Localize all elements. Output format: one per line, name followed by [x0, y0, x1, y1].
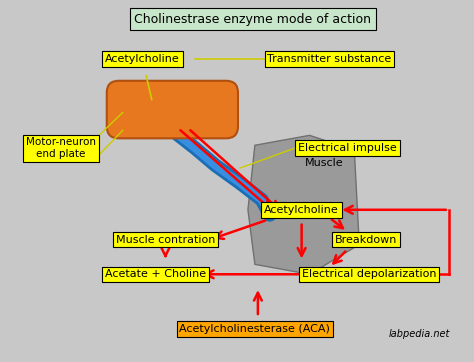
Text: Cholinestrase enzyme mode of action: Cholinestrase enzyme mode of action: [135, 13, 372, 26]
Polygon shape: [248, 135, 359, 274]
Text: labpedia.net: labpedia.net: [388, 329, 450, 339]
Text: Electrical impulse: Electrical impulse: [298, 143, 397, 153]
Text: Acetate + Choline: Acetate + Choline: [105, 269, 206, 279]
Text: Breakdown: Breakdown: [335, 235, 397, 245]
Text: Electrical depolarization: Electrical depolarization: [302, 269, 437, 279]
Text: Muscle contration: Muscle contration: [116, 235, 215, 245]
Text: Muscle: Muscle: [305, 158, 344, 168]
Text: Acetylcholinesterase (ACA): Acetylcholinesterase (ACA): [180, 324, 330, 334]
FancyBboxPatch shape: [107, 81, 238, 138]
Text: Acetylcholine: Acetylcholine: [105, 54, 180, 64]
Text: Transmitter substance: Transmitter substance: [267, 54, 392, 64]
Text: Acetylcholine: Acetylcholine: [264, 205, 339, 215]
Text: Motor-neuron
end plate: Motor-neuron end plate: [26, 138, 96, 159]
